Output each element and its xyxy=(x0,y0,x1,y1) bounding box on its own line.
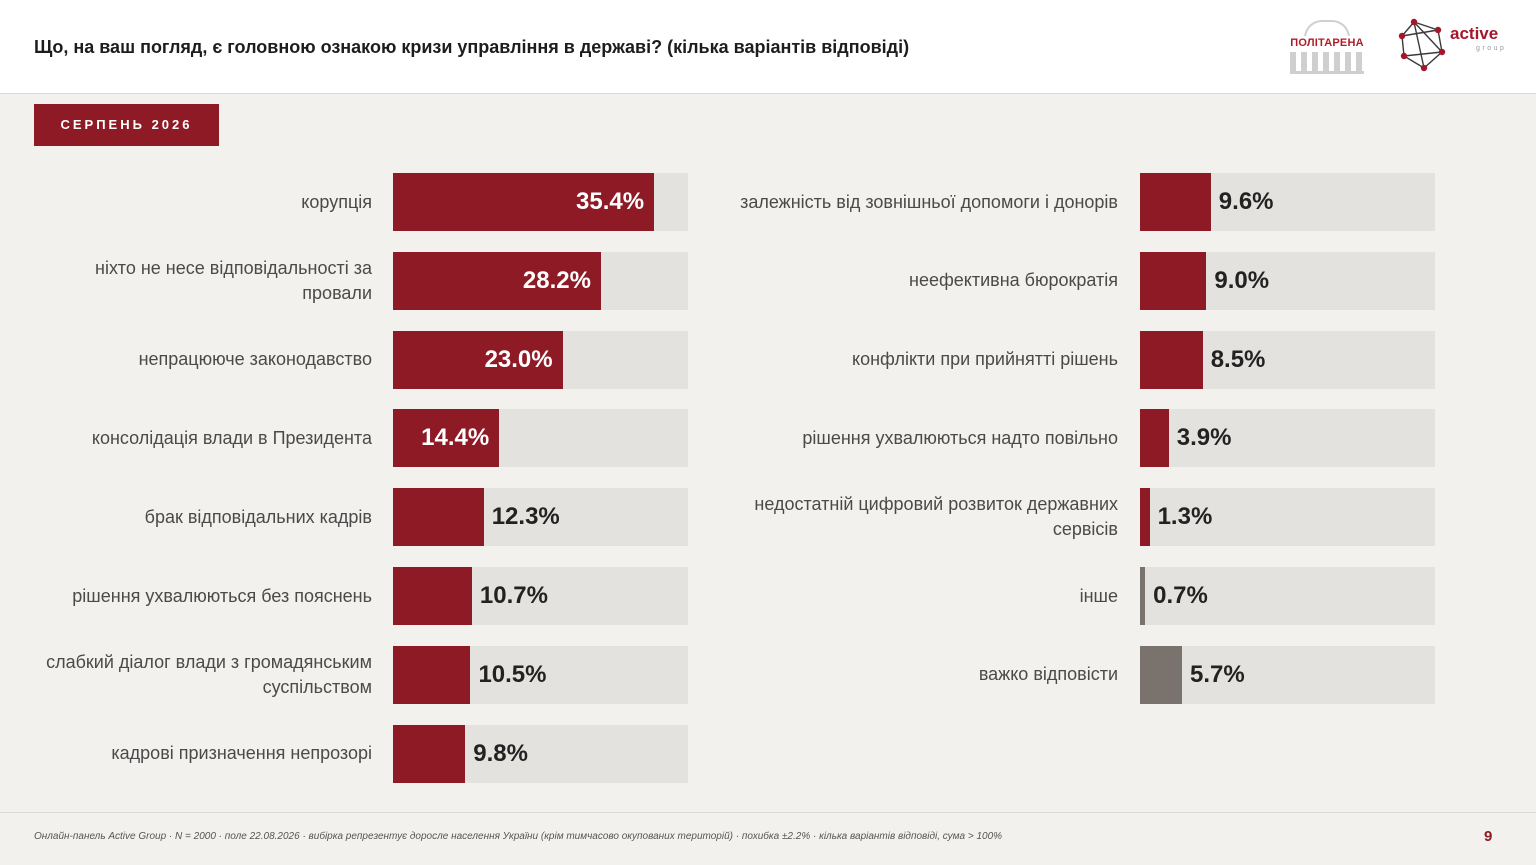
bar-row: ніхто не несе відповідальності за провал… xyxy=(0,251,1536,310)
bar-value: 10.7% xyxy=(479,582,548,609)
bar-value: 10.5% xyxy=(478,660,547,688)
bar-track: 9.0% xyxy=(1140,251,1435,310)
active-logo-sub: group xyxy=(1476,45,1507,52)
bar-track: 12.3% xyxy=(393,488,688,547)
bar-value: 35.4% xyxy=(576,188,645,215)
bar-value: 5.7% xyxy=(1190,660,1245,688)
bar-value: 12.3% xyxy=(491,503,560,531)
bar-track: 14.4% xyxy=(393,409,688,468)
bar-value: 9.6% xyxy=(1218,188,1274,215)
bar-label: рішення ухвалюються надто повільно xyxy=(802,427,1118,448)
bar-label: непрацююче законодавство xyxy=(138,349,372,370)
bar-value: 0.7% xyxy=(1153,582,1208,609)
bar-label: ніхто не несе відповідальності за провал… xyxy=(95,257,372,303)
bar-label: залежність від зовнішньої допомоги і дон… xyxy=(740,191,1118,212)
page-title: Що, на ваш погляд, є головною ознакою кр… xyxy=(34,37,910,57)
bar-fill xyxy=(393,645,471,704)
bar-fill xyxy=(1140,409,1169,468)
network-icon xyxy=(1398,18,1446,72)
bar-fill xyxy=(393,173,655,231)
bar-fill xyxy=(1140,567,1146,625)
bar-track: 9.6% xyxy=(1140,173,1435,231)
bar-fill xyxy=(1140,488,1150,547)
bar-value: 9.0% xyxy=(1214,266,1270,294)
bar-value: 9.8% xyxy=(473,739,528,767)
bar-track: 23.0% xyxy=(393,330,688,389)
bar-label: брак відповідальних кадрів xyxy=(144,506,372,527)
bar-label: рішення ухвалюються без пояснень xyxy=(72,585,372,606)
bar-track: 10.7% xyxy=(393,567,688,625)
bar-label: кадрові призначення непрозорі xyxy=(111,743,372,764)
politarena-logo: ПОЛІТАРЕНА xyxy=(1288,20,1366,74)
bar-row: неефективна бюрократія 9.0% xyxy=(0,251,1536,310)
bar-track: 0.7% xyxy=(1140,567,1435,625)
bar-fill xyxy=(393,330,563,389)
bar-row: недостатній цифровий розвиток державних … xyxy=(0,488,1536,547)
active-logo-word: active xyxy=(1450,24,1499,43)
header: Що, на ваш погляд, є головною ознакою кр… xyxy=(0,0,1536,94)
bar-fill xyxy=(393,567,472,625)
bar-label: консолідація влади в Президента xyxy=(91,427,372,448)
bar-fill xyxy=(393,488,484,547)
bar-value: 3.9% xyxy=(1176,424,1232,452)
bar-track: 28.2% xyxy=(393,251,688,310)
bar-fill xyxy=(1140,251,1207,310)
bar-row: важко відповісти 5.7% xyxy=(0,645,1536,704)
bar-row: залежність від зовнішньої допомоги і дон… xyxy=(0,173,1536,231)
bar-label: важко відповісти xyxy=(978,664,1118,685)
bar-row: інше 0.7% xyxy=(0,567,1536,625)
bar-row: конфлікти при прийнятті рішень 8.5% xyxy=(0,330,1536,389)
bar-fill xyxy=(1140,330,1203,389)
footer-divider xyxy=(0,812,1536,813)
bar-track: 8.5% xyxy=(1140,330,1435,389)
bar-row: брак відповідальних кадрів 12.3% xyxy=(0,488,1536,547)
bar-track: 9.8% xyxy=(393,724,688,783)
bar-row: корупція 35.4% xyxy=(0,173,1536,231)
bar-row: кадрові призначення непрозорі 9.8% xyxy=(0,724,1536,783)
bar-label: недостатній цифровий розвиток державних … xyxy=(754,494,1118,540)
period-badge: СЕРПЕНЬ 2026 xyxy=(34,104,219,146)
bar-label: інше xyxy=(1079,585,1118,606)
active-group-logo: active group xyxy=(1396,18,1506,74)
page-number: 9 xyxy=(1484,828,1493,845)
bar-value: 1.3% xyxy=(1157,503,1213,531)
bar-row: непрацююче законодавство 23.0% xyxy=(0,330,1536,389)
bar-value: 14.4% xyxy=(421,424,490,452)
bar-track: 1.3% xyxy=(1140,488,1435,547)
bar-fill xyxy=(393,409,500,468)
bar-value: 23.0% xyxy=(484,345,553,373)
methodology-note: Онлайн-панель Active Group · N = 2000 · … xyxy=(34,831,1003,842)
bar-value: 8.5% xyxy=(1210,345,1266,373)
bar-track: 5.7% xyxy=(1140,645,1435,704)
bar-row: консолідація влади в Президента 14.4% xyxy=(0,409,1536,468)
politarena-logo-text: ПОЛІТАРЕНА xyxy=(1288,36,1366,50)
bar-track: 10.5% xyxy=(393,645,688,704)
bar-track: 35.4% xyxy=(393,173,688,231)
bar-fill xyxy=(1140,645,1183,704)
bar-row: рішення ухвалюються надто повільно 3.9% xyxy=(0,409,1536,468)
bar-track: 3.9% xyxy=(1140,409,1435,468)
bar-fill xyxy=(393,724,466,783)
bar-label: неефективна бюрократія xyxy=(909,270,1118,291)
bar-value: 28.2% xyxy=(522,266,591,294)
bar-fill xyxy=(1140,173,1211,231)
bar-fill xyxy=(393,251,601,310)
bar-label: слабкий діалог влади з громадянським сус… xyxy=(46,651,372,697)
bar-row: рішення ухвалюються без пояснень 10.7% xyxy=(0,567,1536,625)
columns-icon xyxy=(1290,52,1364,74)
bar-label: конфлікти при прийнятті рішень xyxy=(852,349,1118,370)
bar-label: корупція xyxy=(301,191,372,212)
bar-row: слабкий діалог влади з громадянським сус… xyxy=(0,645,1536,704)
